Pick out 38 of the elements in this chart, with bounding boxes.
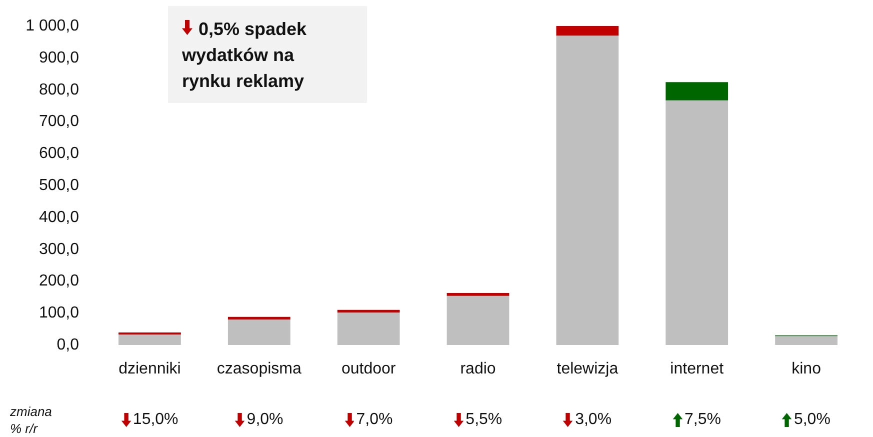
text: 5,0% xyxy=(794,411,830,429)
bar xyxy=(556,36,619,345)
text: 9,0% xyxy=(246,411,284,429)
y-tick-label: 400,0 xyxy=(38,208,80,226)
text: 3,0% xyxy=(575,411,612,429)
x-tick-label: telewizja xyxy=(556,360,618,378)
bar xyxy=(446,293,510,296)
bar xyxy=(556,26,619,36)
y-tick-label: 0,0 xyxy=(56,336,80,354)
bar xyxy=(446,296,510,345)
x-tick-label: radio xyxy=(460,360,496,378)
y-tick-label: 800,0 xyxy=(38,81,80,98)
bar xyxy=(775,336,838,345)
bar xyxy=(228,319,290,345)
bar xyxy=(228,316,290,320)
bar xyxy=(337,310,400,312)
bar xyxy=(118,334,181,345)
y-tick-label: 900,0 xyxy=(38,49,80,66)
y-tick-label: 500,0 xyxy=(38,177,80,194)
text: 7,0% xyxy=(356,411,393,429)
text: 5,5% xyxy=(466,411,502,429)
x-tick-label: kino xyxy=(792,360,822,378)
bar xyxy=(666,100,728,345)
bar xyxy=(666,82,728,100)
y-tick-label: 600,0 xyxy=(38,145,80,162)
x-tick-label: czasopisma xyxy=(216,360,302,378)
x-tick-label: internet xyxy=(670,360,724,378)
text: 7,5% xyxy=(684,411,721,429)
x-tick-label: dzienniki xyxy=(118,360,181,378)
y-tick-label: 300,0 xyxy=(38,240,80,258)
bar xyxy=(337,312,400,345)
y-tick-label: 200,0 xyxy=(38,272,80,290)
y-tick-label: 100,0 xyxy=(38,304,80,322)
x-tick-label: outdoor xyxy=(341,360,396,378)
y-tick-label: 1 000,0 xyxy=(26,18,80,34)
y-tick-label: 700,0 xyxy=(38,113,80,130)
text: 15,0% xyxy=(132,411,178,429)
text: zmiana % r/r xyxy=(10,403,52,437)
